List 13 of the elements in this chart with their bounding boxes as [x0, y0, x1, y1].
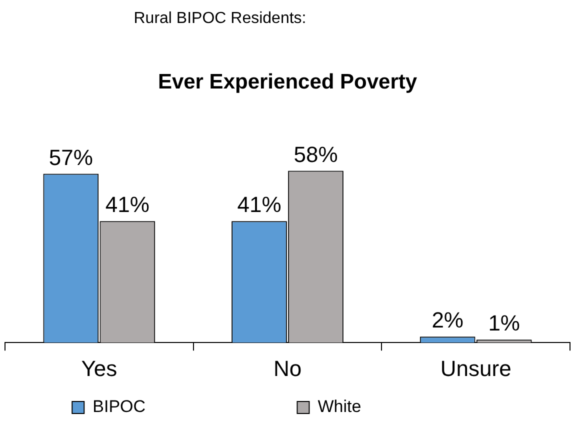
legend-label: BIPOC	[92, 397, 288, 416]
legend-label: White	[318, 397, 503, 416]
data-label: 1%	[488, 310, 520, 336]
chart-title: Ever Experienced Poverty	[158, 70, 418, 94]
data-label: 57%	[48, 144, 93, 170]
data-label: 2%	[432, 308, 464, 333]
x-tick-label: Yes	[81, 356, 118, 381]
data-label: 41%	[237, 192, 282, 218]
x-tick-label: No	[273, 356, 302, 381]
data-label: 41%	[105, 192, 150, 218]
data-label: 58%	[294, 142, 338, 167]
chart-subtitle: Rural BIPOC Residents:	[132, 10, 308, 28]
x-tick-label: Unsure	[440, 356, 512, 381]
